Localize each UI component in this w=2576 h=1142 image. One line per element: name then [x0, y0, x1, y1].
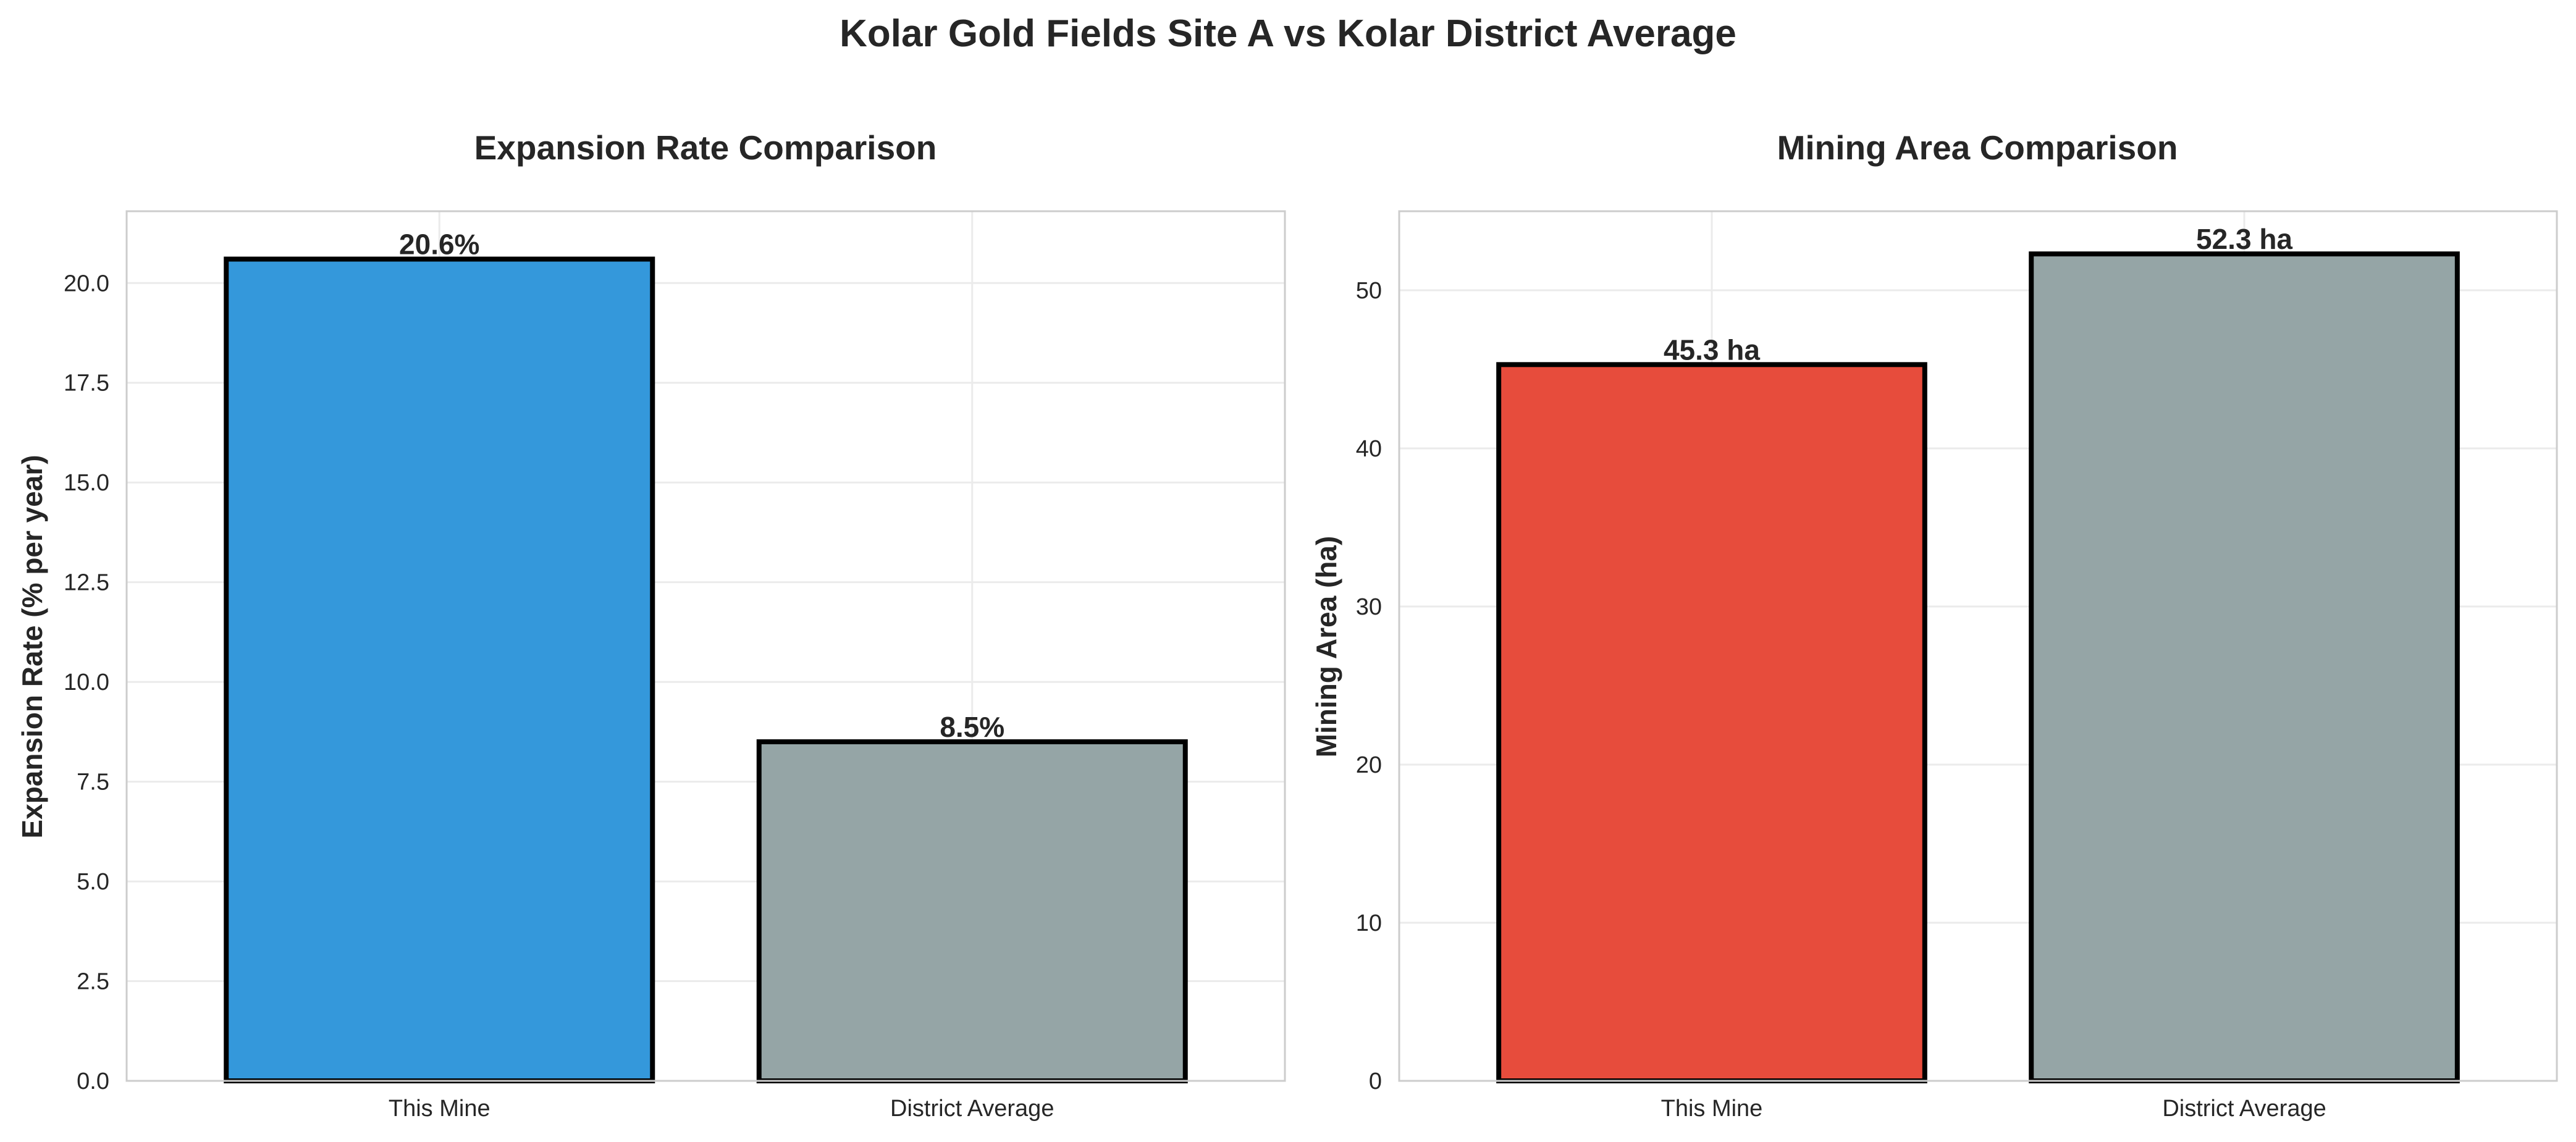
- expansion-rate-bars: 20.6% 8.5%: [224, 229, 1188, 1083]
- expansion-rate-bar: [224, 256, 655, 1083]
- mining-area-x-tick-label: District Average: [2162, 1096, 2326, 1122]
- expansion-rate-data-label: 8.5%: [940, 711, 1004, 743]
- expansion-rate-y-axis-label: Expansion Rate (% per year): [16, 455, 48, 838]
- mining-area-data-label: 52.3 ha: [2196, 223, 2292, 255]
- mining-area-bar: [2029, 251, 2460, 1083]
- mining-area-data-label: 45.3 ha: [1664, 334, 1760, 366]
- mining-area-bar: [1496, 362, 1927, 1084]
- mining-area-y-tick-label: 10: [1356, 910, 1382, 936]
- expansion-rate-y-tick-label: 12.5: [64, 570, 109, 596]
- expansion-rate-panel: Expansion Rate Comparison Expansion Rate…: [16, 128, 1286, 1122]
- expansion-rate-y-tick-label: 7.5: [77, 770, 109, 796]
- mining-area-panel: Mining Area Comparison Mining Area (ha) …: [1310, 128, 2558, 1122]
- expansion-rate-y-tick-label: 2.5: [77, 969, 109, 995]
- expansion-rate-y-tick-label: 17.5: [64, 371, 109, 397]
- mining-area-y-ticks: 0 10 20 30 40 50 This Mine District Average: [1356, 278, 2326, 1122]
- mining-area-y-tick-label: 30: [1356, 594, 1382, 620]
- expansion-rate-y-tick-label: 20.0: [64, 271, 109, 296]
- mining-area-title: Mining Area Comparison: [1777, 128, 2178, 167]
- mining-area-plot-frame: [1398, 210, 2558, 1082]
- expansion-rate-y-ticks: 0.0 2.5 5.0 7.5 10.0 12.5 15.0 17.5 20.0 This Min…: [64, 271, 1054, 1122]
- expansion-rate-y-tick-label: 10.0: [64, 670, 109, 695]
- mining-area-y-tick-label: 20: [1356, 752, 1382, 778]
- expansion-rate-y-tick-label: 15.0: [64, 470, 109, 496]
- mining-area-bars: 45.3 ha 52.3 ha: [1496, 223, 2460, 1084]
- mining-area-y-axis-label: Mining Area (ha): [1310, 536, 1342, 758]
- expansion-rate-data-label: 20.6%: [399, 229, 479, 261]
- expansion-rate-bar: [756, 739, 1188, 1083]
- expansion-rate-y-tick-label: 0.0: [77, 1069, 109, 1094]
- expansion-rate-y-tick-label: 5.0: [77, 869, 109, 895]
- mining-area-y-tick-label: 50: [1356, 278, 1382, 304]
- figure-title: Kolar Gold Fields Site A vs Kolar Distri…: [840, 12, 1736, 55]
- expansion-rate-x-tick-label: This Mine: [389, 1096, 490, 1122]
- mining-area-y-tick-label: 40: [1356, 436, 1382, 462]
- expansion-rate-title: Expansion Rate Comparison: [474, 128, 937, 167]
- expansion-rate-plot-frame: [125, 210, 1286, 1082]
- expansion-rate-x-tick-label: District Average: [890, 1096, 1054, 1122]
- mining-area-y-tick-label: 0: [1369, 1069, 1382, 1094]
- mining-area-x-tick-label: This Mine: [1661, 1096, 1763, 1122]
